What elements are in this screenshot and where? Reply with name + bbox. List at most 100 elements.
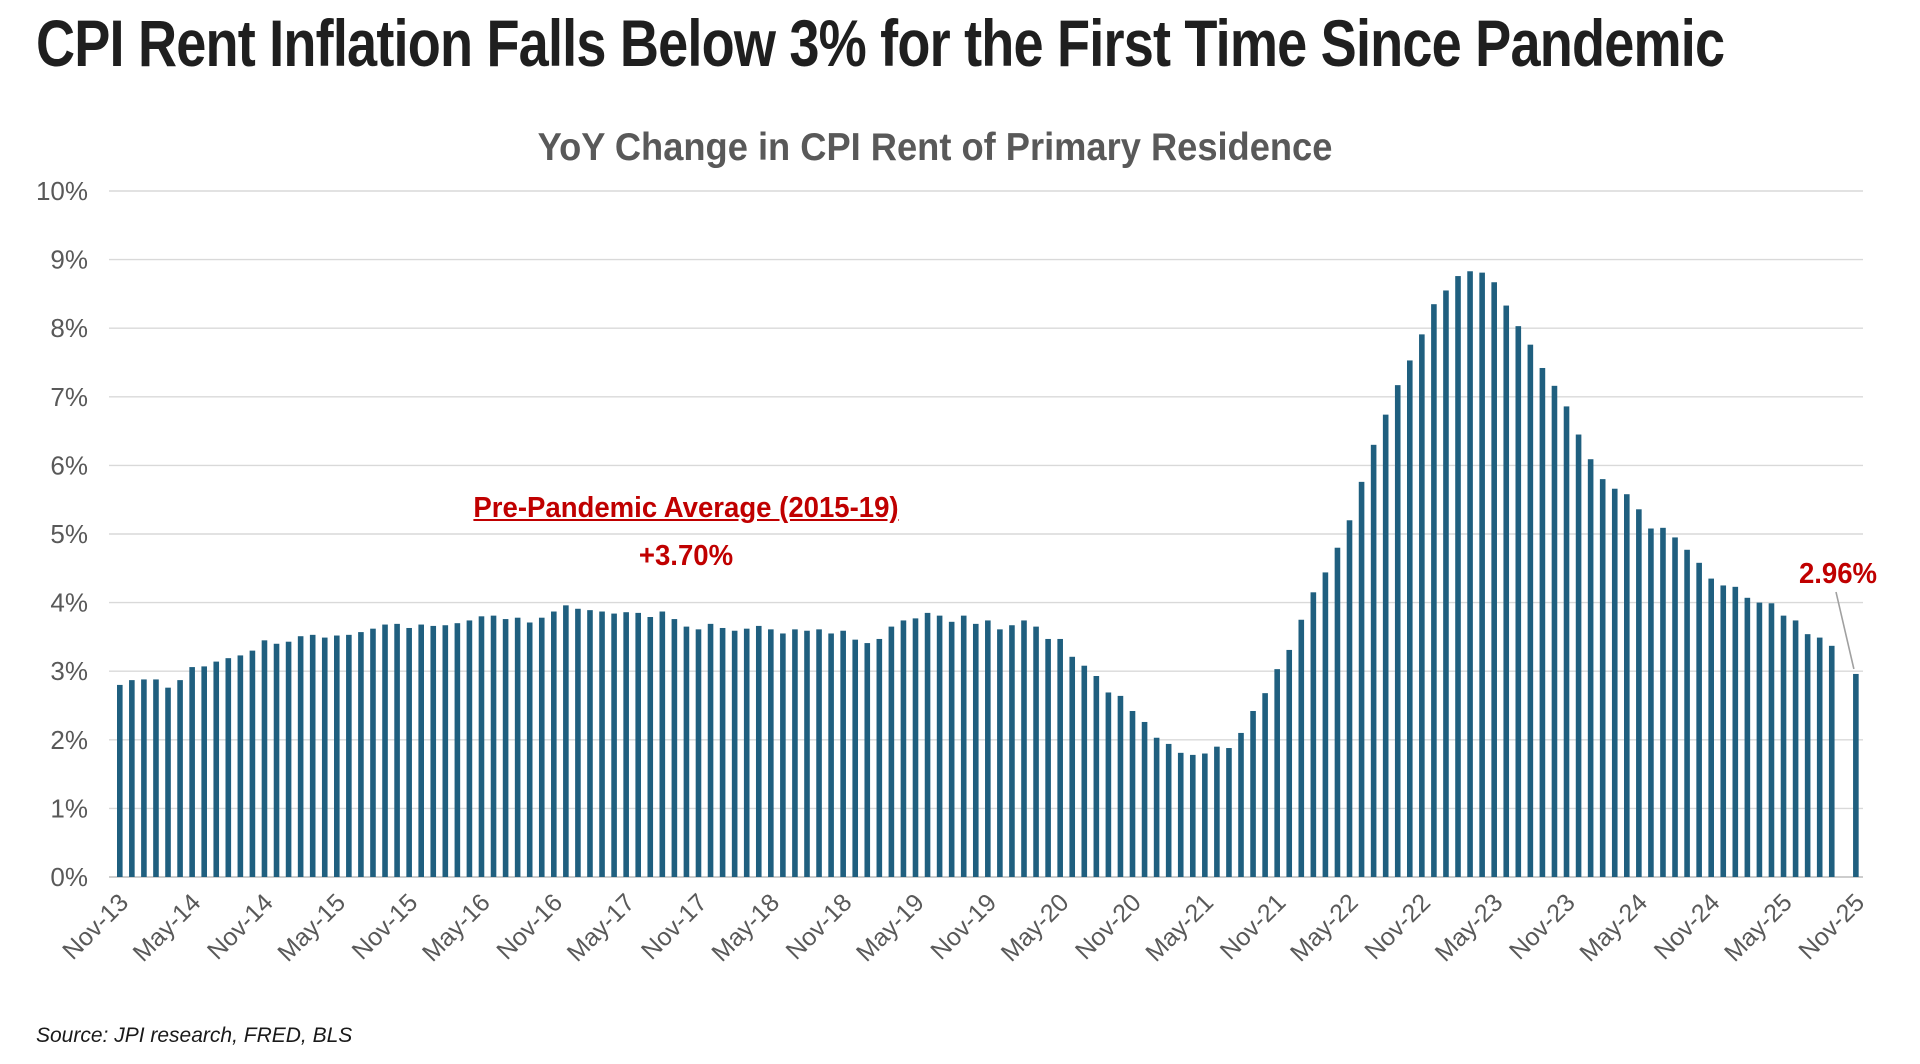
bar	[719, 627, 726, 877]
bar	[731, 630, 738, 877]
bar	[1648, 528, 1654, 877]
x-axis-tick-label: Nov-22	[1359, 888, 1436, 965]
bar	[659, 611, 666, 877]
bar	[587, 610, 593, 877]
bar	[1238, 732, 1244, 877]
bar	[1202, 753, 1208, 877]
bar	[1853, 673, 1859, 877]
bar	[1527, 344, 1534, 877]
bar	[1069, 656, 1076, 877]
bar	[840, 630, 846, 877]
bar	[394, 623, 400, 877]
bar	[828, 633, 834, 877]
y-axis-tick-label: 4%	[50, 588, 88, 618]
bar	[912, 618, 919, 877]
prepandemic-average-label: Pre-Pandemic Average (2015-19)	[473, 492, 899, 524]
bar	[1382, 414, 1389, 877]
bar	[1322, 572, 1329, 877]
bar	[1033, 626, 1039, 877]
x-axis-tick-label: May-16	[417, 888, 496, 967]
bar	[1624, 494, 1630, 877]
bar	[430, 625, 437, 877]
x-axis-tick-label: Nov-19	[925, 888, 1002, 965]
bar	[1021, 620, 1027, 877]
bar	[442, 625, 449, 877]
bar	[1394, 385, 1401, 877]
bar	[1828, 645, 1835, 877]
bar	[490, 615, 497, 877]
bar	[1551, 385, 1558, 877]
bar	[1636, 509, 1642, 877]
bar	[1153, 737, 1160, 877]
x-axis-tick-label: Nov-23	[1504, 888, 1581, 965]
bar	[1262, 693, 1268, 877]
y-axis-tick-label: 9%	[50, 245, 88, 275]
bar	[876, 638, 883, 877]
bar	[321, 637, 328, 877]
bar	[1370, 444, 1377, 877]
bar	[1431, 304, 1437, 877]
x-axis-tick-label: May-14	[128, 888, 207, 967]
bar	[514, 617, 521, 877]
bar	[1286, 649, 1293, 877]
bar	[563, 605, 569, 877]
y-axis-tick-label: 0%	[50, 862, 88, 892]
source-note: Source: JPI research, FRED, BLS	[36, 1024, 353, 1047]
bar	[153, 679, 159, 877]
bar	[225, 658, 232, 877]
bar	[948, 621, 955, 877]
bar	[1298, 619, 1305, 877]
y-axis-tick-label: 3%	[50, 656, 88, 686]
bar	[671, 619, 678, 877]
prepandemic-average-value: +3.70%	[638, 540, 734, 572]
bar	[1744, 597, 1751, 877]
bar	[1177, 752, 1184, 877]
bar	[1310, 592, 1317, 877]
x-axis-tick-label: May-21	[1140, 888, 1219, 967]
bar	[406, 627, 412, 877]
bar	[297, 636, 304, 877]
x-axis-tick-label: May-24	[1574, 888, 1653, 967]
bar	[261, 640, 268, 877]
bar	[1057, 638, 1063, 877]
bar	[1587, 459, 1594, 877]
x-axis-tick-label: May-25	[1719, 888, 1798, 967]
bar	[1214, 746, 1220, 877]
bar	[792, 629, 798, 877]
bar	[189, 667, 195, 877]
bar	[1768, 603, 1775, 877]
bar	[346, 634, 352, 877]
bar	[1117, 695, 1124, 877]
bar	[1455, 276, 1461, 878]
bar	[1515, 326, 1522, 878]
x-axis-tick-label: Nov-20	[1070, 888, 1147, 965]
bar	[924, 612, 931, 877]
bar	[743, 628, 750, 877]
y-axis-tick-label: 1%	[50, 793, 88, 823]
bar	[213, 661, 220, 877]
bar	[1804, 634, 1811, 877]
x-axis-tick-label: May-19	[851, 888, 930, 967]
bar	[334, 635, 340, 877]
bar	[1816, 637, 1823, 877]
latest-value-label: 2.96%	[1798, 558, 1878, 590]
bar	[201, 666, 207, 877]
x-axis-tick-label: May-15	[272, 888, 351, 967]
bar	[1539, 367, 1546, 877]
bar	[1419, 334, 1425, 877]
bar	[936, 615, 943, 877]
bar	[780, 633, 786, 877]
bar	[237, 655, 244, 877]
bar	[1406, 360, 1413, 877]
x-axis-tick-label: May-23	[1430, 888, 1509, 967]
bar	[683, 626, 690, 877]
bar	[1467, 271, 1473, 878]
bar	[900, 620, 907, 877]
bar	[466, 620, 473, 877]
y-axis-tick-label: 2%	[50, 725, 88, 755]
bar	[478, 616, 485, 877]
bar	[1756, 602, 1763, 877]
bar	[1358, 481, 1365, 877]
